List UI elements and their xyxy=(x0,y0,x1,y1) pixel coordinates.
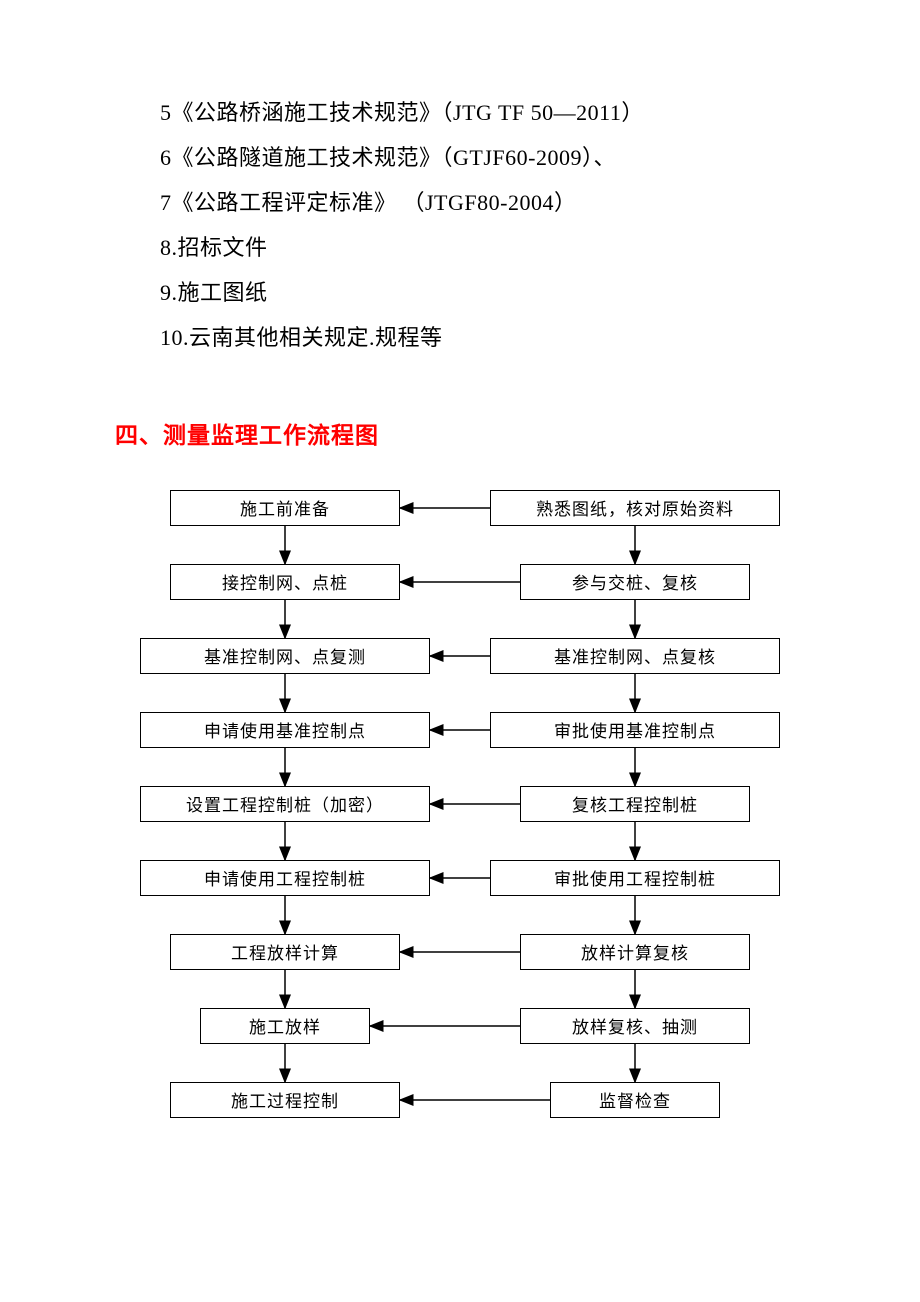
flowchart-node-left-6: 工程放样计算 xyxy=(170,934,400,970)
text-line: 6《公路隧道施工技术规范》（GTJF60-2009）、 xyxy=(70,135,850,180)
text-line: 9.施工图纸 xyxy=(70,270,850,315)
text-line: 5《公路桥涵施工技术规范》（JTG TF 50—2011） xyxy=(70,90,850,135)
section-heading: 四、测量监理工作流程图 xyxy=(70,416,850,450)
flowchart-node-right-5: 审批使用工程控制桩 xyxy=(490,860,780,896)
text-line: 7《公路工程评定标准》 （JTGF80-2004） xyxy=(70,180,850,225)
flowchart-node-left-3: 申请使用基准控制点 xyxy=(140,712,430,748)
flowchart-node-right-8: 监督检查 xyxy=(550,1082,720,1118)
flowchart-node-left-7: 施工放样 xyxy=(200,1008,370,1044)
flowchart-node-left-2: 基准控制网、点复测 xyxy=(140,638,430,674)
flowchart-node-right-2: 基准控制网、点复核 xyxy=(490,638,780,674)
flowchart-node-right-7: 放样复核、抽测 xyxy=(520,1008,750,1044)
text-line: 8.招标文件 xyxy=(70,225,850,270)
flowchart-node-right-1: 参与交桩、复核 xyxy=(520,564,750,600)
flowchart-container: 施工前准备接控制网、点桩基准控制网、点复测申请使用基准控制点设置工程控制桩（加密… xyxy=(110,490,810,1170)
flowchart-node-right-0: 熟悉图纸，核对原始资料 xyxy=(490,490,780,526)
flowchart-node-right-4: 复核工程控制桩 xyxy=(520,786,750,822)
flowchart-node-left-8: 施工过程控制 xyxy=(170,1082,400,1118)
text-line: 10.云南其他相关规定.规程等 xyxy=(70,315,850,360)
flowchart-node-right-6: 放样计算复核 xyxy=(520,934,750,970)
flowchart-node-left-5: 申请使用工程控制桩 xyxy=(140,860,430,896)
flowchart-node-left-1: 接控制网、点桩 xyxy=(170,564,400,600)
flowchart-node-right-3: 审批使用基准控制点 xyxy=(490,712,780,748)
flowchart-node-left-4: 设置工程控制桩（加密） xyxy=(140,786,430,822)
flowchart-node-left-0: 施工前准备 xyxy=(170,490,400,526)
